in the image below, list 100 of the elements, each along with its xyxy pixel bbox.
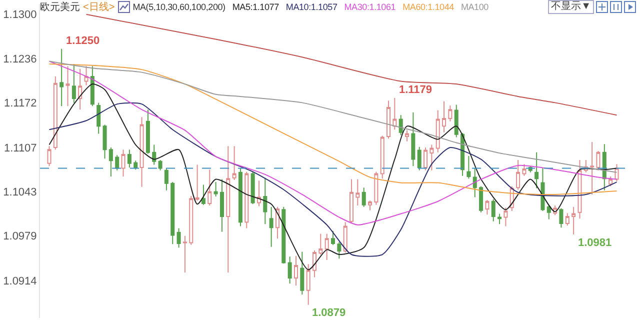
candlestick [368,200,372,211]
text: MA30:1.1061 [344,2,396,12]
candlestick [559,208,564,228]
candlestick [534,152,539,189]
text: MA10:1.1057 [286,2,338,12]
candlestick [330,230,336,246]
candlestick [590,142,594,195]
candlestick [60,48,64,107]
candlestick [430,144,434,171]
y-tick-label: 1.1300 [3,9,37,22]
text: MA5:1.1077 [232,2,279,12]
candlestick [318,233,323,256]
candlestick [189,195,194,246]
candlestick [374,171,378,206]
candlestick [504,207,508,227]
candlestick [392,97,397,130]
candlestick [472,168,477,198]
candlestick [436,110,440,153]
chart-subtitle: <日线> [83,0,115,14]
candlestick [127,149,132,168]
candlestick [140,116,144,188]
candlestick [485,199,490,215]
y-tick-label: 1.1172 [4,98,37,110]
candlestick [232,146,236,180]
candlestick [516,159,520,190]
candlestick [238,168,242,227]
candlestick [424,147,428,171]
candlestick [115,154,120,171]
candlestick [337,242,342,260]
candlestick [565,212,570,226]
candlestick [349,178,354,224]
candlestick [282,206,286,264]
candlestick [572,206,576,235]
candlestick [442,100,446,133]
candlestick [275,206,280,240]
candlestick [312,250,317,278]
candlestick [195,164,200,202]
y-tick-label: 1.1107 [4,142,37,154]
candlestick [466,155,471,180]
candlestick [386,100,391,140]
candlestick [596,150,600,171]
candlestick [152,144,156,166]
candlestick [294,255,298,286]
candlestick [220,178,224,232]
candlestick [146,109,150,154]
candlestick [362,187,366,208]
candlestick [250,171,255,205]
annotation: 1.0879 [312,307,346,319]
candlestick [53,76,58,150]
candlestick [417,146,422,171]
candlestick [522,164,526,176]
candlestick [405,130,410,142]
candlestick [546,205,551,220]
annotation: 1.1250 [66,35,100,47]
candlestick [324,233,329,261]
annotation: MA(5,10,30,60,100,200) [132,2,226,12]
annotation: 不显示▼ [548,0,594,14]
candlestick [300,251,304,296]
candlestick [102,124,107,160]
candlestick [47,146,52,167]
candlestick [201,184,206,206]
candlestick [214,182,218,198]
candlestick [448,104,452,122]
text: MA100 [460,2,488,12]
candlestick [170,182,175,245]
candlestick [158,159,162,171]
candlestick [66,66,70,107]
candlestick [540,168,545,212]
candlestick [96,102,101,134]
candlestick [380,135,384,180]
line-series [48,60,618,226]
candlestick [288,256,292,284]
candlestick [78,68,82,110]
text: MA60:1.1044 [402,2,454,12]
candlestick [256,180,261,207]
candlestick [84,66,88,86]
candlestick [498,213,502,225]
annotation: 1.0981 [578,237,612,249]
candlestick [269,206,274,248]
y-tick-label: 1.0914 [3,276,37,288]
annotation: 1.1179 [399,84,432,96]
candlestick [72,64,76,104]
candlestick [479,186,484,213]
candlestick [306,264,310,306]
candlestick [108,147,113,178]
candlestick [263,177,268,225]
candlestick [411,112,416,167]
candlestick [578,159,582,220]
y-tick-label: 1.1043 [3,186,37,199]
candlestick [90,66,94,107]
candlestick [134,160,138,170]
candlestick [244,171,249,229]
line-series [48,84,618,270]
candlestick [398,114,403,136]
candlestick [164,168,168,191]
chart-title: 欧元美元 [40,0,80,14]
candlestick [356,178,360,206]
candlestick [226,146,230,273]
candlestick [208,169,212,206]
candlestick [176,228,181,248]
